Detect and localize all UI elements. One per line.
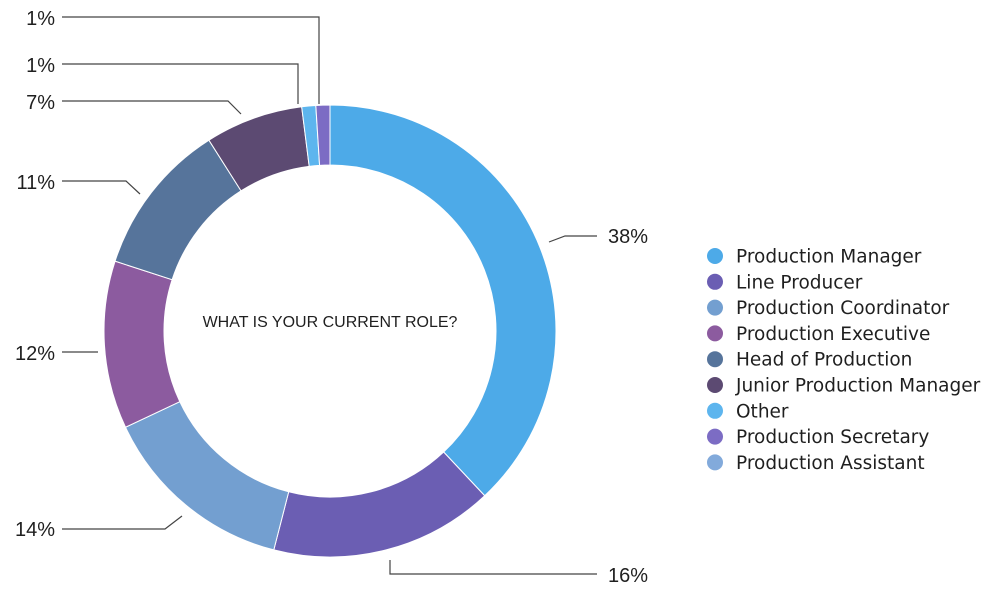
data-label-production-coordinator: 14% bbox=[15, 519, 55, 541]
leader-line-other bbox=[62, 63, 299, 104]
legend-swatch-production-secretary bbox=[707, 428, 723, 445]
leader-line-production-coordinator bbox=[62, 515, 183, 530]
legend-entry-production-secretary: Production Secretary bbox=[736, 427, 929, 448]
percent-labels: 38% 16% 14% 12% 11% 7% 1% 1% bbox=[15, 8, 648, 587]
legend-swatch-production-coordinator bbox=[707, 299, 723, 316]
data-label-production-secretary: 1% bbox=[26, 8, 55, 30]
legend-entry-line-producer: Line Producer bbox=[736, 272, 863, 293]
slice-production-secretary bbox=[315, 104, 331, 166]
legend-entry-junior-production-manager: Junior Production Manager bbox=[735, 376, 981, 397]
chart-title: WHAT IS YOUR CURRENT ROLE? bbox=[203, 314, 458, 331]
legend-entry-production-coordinator: Production Coordinator bbox=[736, 298, 950, 319]
data-label-production-executive: 12% bbox=[15, 343, 55, 365]
donut-slices bbox=[103, 104, 557, 558]
slice-line-producer bbox=[273, 451, 486, 558]
data-label-line-producer: 16% bbox=[608, 565, 648, 587]
legend: Production Manager Line Producer Productio… bbox=[707, 247, 981, 474]
leader-line-junior-production-manager bbox=[62, 100, 242, 115]
legend-swatch-production-executive bbox=[707, 325, 723, 342]
data-label-production-manager: 38% bbox=[608, 226, 648, 248]
leader-line-production-manager bbox=[548, 235, 597, 243]
leader-line-line-producer bbox=[389, 560, 597, 575]
legend-entry-other: Other bbox=[736, 401, 789, 422]
legend-swatch-production-manager bbox=[707, 248, 723, 264]
legend-entry-production-manager: Production Manager bbox=[736, 247, 922, 268]
legend-swatch-line-producer bbox=[707, 273, 723, 290]
legend-swatch-production-assistant bbox=[707, 454, 723, 471]
legend-entry-production-assistant: Production Assistant bbox=[736, 453, 925, 474]
legend-entry-head-of-production: Head of Production bbox=[736, 350, 912, 371]
slice-production-manager bbox=[329, 104, 557, 497]
data-label-head-of-production: 11% bbox=[16, 172, 55, 194]
legend-swatch-head-of-production bbox=[707, 351, 723, 368]
leader-line-head-of-production bbox=[62, 180, 141, 195]
slice-production-executive bbox=[103, 260, 181, 428]
data-label-junior-production-manager: 7% bbox=[26, 92, 55, 114]
leader-line-production-secretary bbox=[62, 16, 320, 104]
legend-swatch-other bbox=[707, 402, 723, 419]
legend-entry-production-executive: Production Executive bbox=[736, 324, 930, 345]
leader-lines bbox=[62, 16, 597, 575]
legend-swatch-junior-production-manager bbox=[707, 377, 723, 393]
data-label-other: 1% bbox=[26, 55, 55, 77]
slice-production-coordinator bbox=[124, 401, 290, 551]
